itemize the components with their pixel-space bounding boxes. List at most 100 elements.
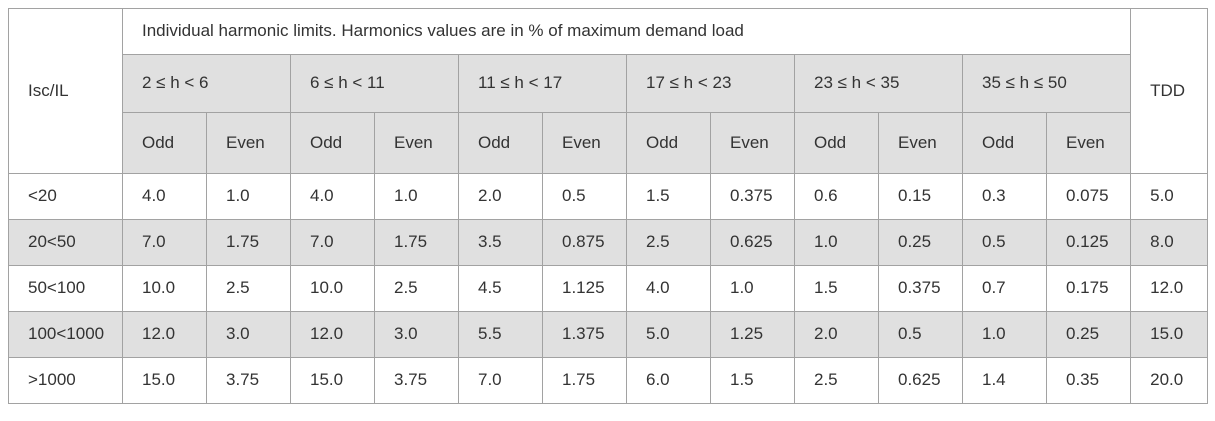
value-cell: 3.5 [458, 219, 543, 266]
odd-header-cell: Odd [122, 112, 207, 174]
value-cell: 1.5 [794, 265, 879, 312]
value-cell: 0.5 [962, 219, 1047, 266]
value-cell: 12.0 [122, 311, 207, 358]
row-label-cell: >1000 [8, 357, 123, 404]
value-cell: 0.25 [1045, 311, 1132, 358]
value-cell: 2.0 [794, 311, 879, 358]
value-cell: 2.5 [794, 357, 879, 404]
value-cell: 6.0 [626, 357, 711, 404]
value-cell: 4.0 [122, 173, 207, 220]
value-cell: 1.75 [206, 219, 291, 266]
harmonic-range-header-cell: 6 ≤ h < 11 [290, 54, 459, 113]
value-cell: 10.0 [290, 265, 375, 312]
value-cell: 0.125 [1045, 219, 1132, 266]
tdd-header-cell: TDD [1130, 8, 1209, 174]
value-cell: 1.25 [710, 311, 795, 358]
value-cell: 2.5 [206, 265, 291, 312]
row-label-cell: 50<100 [8, 265, 123, 312]
value-cell: 4.0 [626, 265, 711, 312]
value-cell: 4.0 [290, 173, 375, 220]
odd-header-cell: Odd [290, 112, 375, 174]
value-cell: 2.5 [626, 219, 711, 266]
value-cell: 10.0 [122, 265, 207, 312]
value-cell: 1.75 [542, 357, 627, 404]
harmonic-limits-table: Isc/IL Individual harmonic limits. Harmon… [8, 8, 1209, 404]
harmonic-range-header-cell: 11 ≤ h < 17 [458, 54, 627, 113]
value-cell: 1.5 [626, 173, 711, 220]
value-cell: 1.75 [374, 219, 459, 266]
value-cell: 5.5 [458, 311, 543, 358]
even-header-cell: Even [878, 112, 963, 174]
odd-header-cell: Odd [962, 112, 1047, 174]
value-cell: 7.0 [290, 219, 375, 266]
value-cell: 0.625 [710, 219, 795, 266]
value-cell: 1.0 [794, 219, 879, 266]
tdd-value-cell: 12.0 [1130, 265, 1209, 312]
harmonic-range-header-cell: 2 ≤ h < 6 [122, 54, 291, 113]
value-cell: 1.5 [710, 357, 795, 404]
value-cell: 0.25 [878, 219, 963, 266]
table-row: <20 4.0 1.0 4.0 1.0 2.0 0.5 1.5 0.375 0.6 0.15 0.3 0… [8, 173, 1209, 220]
value-cell: 0.7 [962, 265, 1047, 312]
value-cell: 1.0 [374, 173, 459, 220]
odd-header-cell: Odd [458, 112, 543, 174]
value-cell: 0.375 [710, 173, 795, 220]
value-cell: 3.75 [374, 357, 459, 404]
even-header-cell: Even [542, 112, 627, 174]
harmonic-range-header-cell: 35 ≤ h ≤ 50 [961, 54, 1132, 113]
table-title-cell: Individual harmonic limits. Harmonics va… [121, 8, 1132, 55]
value-cell: 0.5 [878, 311, 963, 358]
value-cell: 0.875 [542, 219, 627, 266]
tdd-value-cell: 5.0 [1130, 173, 1209, 220]
value-cell: 3.75 [206, 357, 291, 404]
value-cell: 0.175 [1045, 265, 1132, 312]
header-title-row: Isc/IL Individual harmonic limits. Harmon… [8, 8, 1209, 174]
even-header-cell: Even [374, 112, 459, 174]
value-cell: 0.075 [1045, 173, 1132, 220]
value-cell: 12.0 [290, 311, 375, 358]
value-cell: 7.0 [122, 219, 207, 266]
tdd-value-cell: 20.0 [1130, 357, 1209, 404]
row-label-cell: 100<1000 [8, 311, 123, 358]
value-cell: 4.5 [458, 265, 543, 312]
even-header-cell: Even [206, 112, 291, 174]
value-cell: 7.0 [458, 357, 543, 404]
value-cell: 3.0 [374, 311, 459, 358]
value-cell: 2.5 [374, 265, 459, 312]
odd-header-cell: Odd [794, 112, 879, 174]
odd-even-header-row: Odd Even Odd Even Odd Even Odd Even Odd Even Odd Ev… [9, 112, 1208, 174]
table-body: Isc/IL Individual harmonic limits. Harmon… [8, 8, 1209, 404]
value-cell: 0.5 [542, 173, 627, 220]
tdd-value-cell: 15.0 [1130, 311, 1209, 358]
value-cell: 0.6 [794, 173, 879, 220]
even-header-cell: Even [710, 112, 795, 174]
even-header-cell: Even [1045, 112, 1132, 174]
row-label-cell: <20 [8, 173, 123, 220]
value-cell: 0.35 [1045, 357, 1132, 404]
value-cell: 5.0 [626, 311, 711, 358]
value-cell: 1.0 [962, 311, 1047, 358]
table-row: 20<50 7.0 1.75 7.0 1.75 3.5 0.875 2.5 0.625 1.0 0.… [8, 219, 1209, 266]
value-cell: 1.4 [962, 357, 1047, 404]
harmonic-range-header-cell: 17 ≤ h < 23 [626, 54, 795, 113]
tdd-value-cell: 8.0 [1130, 219, 1209, 266]
harmonic-range-header-cell: 23 ≤ h < 35 [794, 54, 963, 113]
value-cell: 0.15 [878, 173, 963, 220]
value-cell: 0.375 [878, 265, 963, 312]
odd-header-cell: Odd [626, 112, 711, 174]
table-row: 50<100 10.0 2.5 10.0 2.5 4.5 1.125 4.0 1.0 1.5 0.3… [8, 265, 1209, 312]
value-cell: 0.625 [878, 357, 963, 404]
value-cell: 3.0 [206, 311, 291, 358]
value-cell: 0.3 [962, 173, 1047, 220]
value-cell: 1.375 [542, 311, 627, 358]
table-row: 100<1000 12.0 3.0 12.0 3.0 5.5 1.375 5.0 1.25 2.0… [8, 311, 1209, 358]
value-cell: 2.0 [458, 173, 543, 220]
row-label-cell: 20<50 [8, 219, 123, 266]
value-cell: 1.0 [710, 265, 795, 312]
value-cell: 1.0 [206, 173, 291, 220]
isc-il-header-cell: Isc/IL [8, 8, 123, 174]
value-cell: 15.0 [290, 357, 375, 404]
value-cell: 1.125 [542, 265, 627, 312]
